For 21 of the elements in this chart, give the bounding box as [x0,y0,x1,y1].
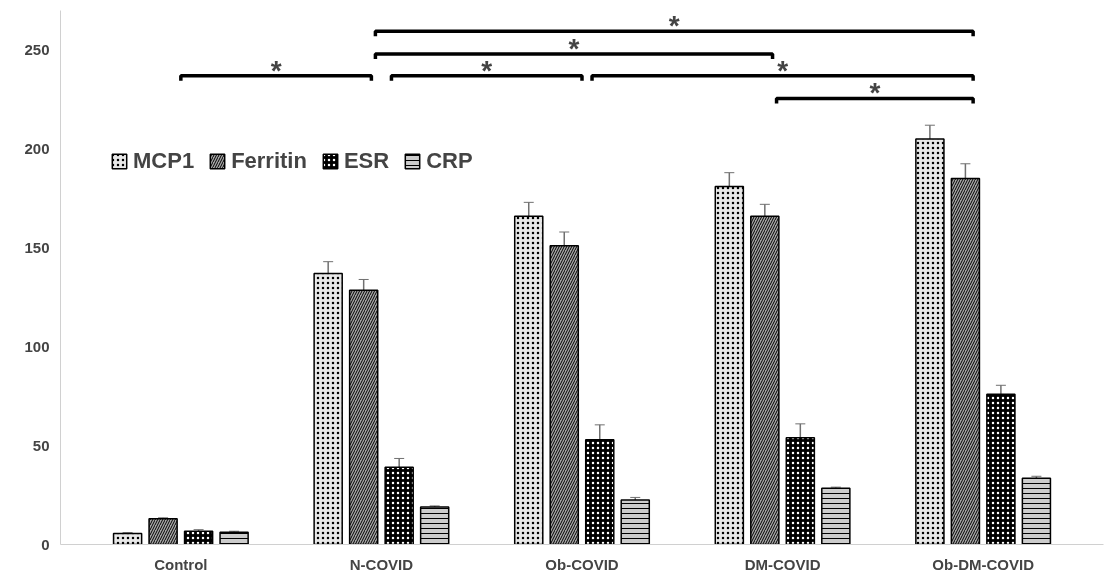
y-tick-label: 0 [41,535,50,553]
y-tick-label: 50 [32,436,50,454]
legend-label: Ferritin [231,148,307,174]
y-tick-label: 200 [24,139,50,157]
legend-label: ESR [343,148,390,174]
annotation: * [481,54,493,86]
x-tick-label: Ob-DM-COVID [932,555,1035,573]
annotation: * [777,54,789,86]
annotation: * [270,54,282,86]
y-tick-label: 150 [24,238,50,256]
legend-label: MCP1 [133,148,195,174]
x-tick-label: N-COVID [349,555,414,573]
y-tick-label: 100 [24,337,50,355]
x-tick-label: Control [154,555,208,573]
legend-label: CRP [426,148,473,174]
annotation: * [668,10,680,42]
annotation: * [869,77,881,109]
y-tick-label: 250 [24,41,50,59]
x-tick-label: DM-COVID [744,555,821,573]
annotation: * [568,32,580,64]
x-tick-label: Ob-COVID [545,555,619,573]
